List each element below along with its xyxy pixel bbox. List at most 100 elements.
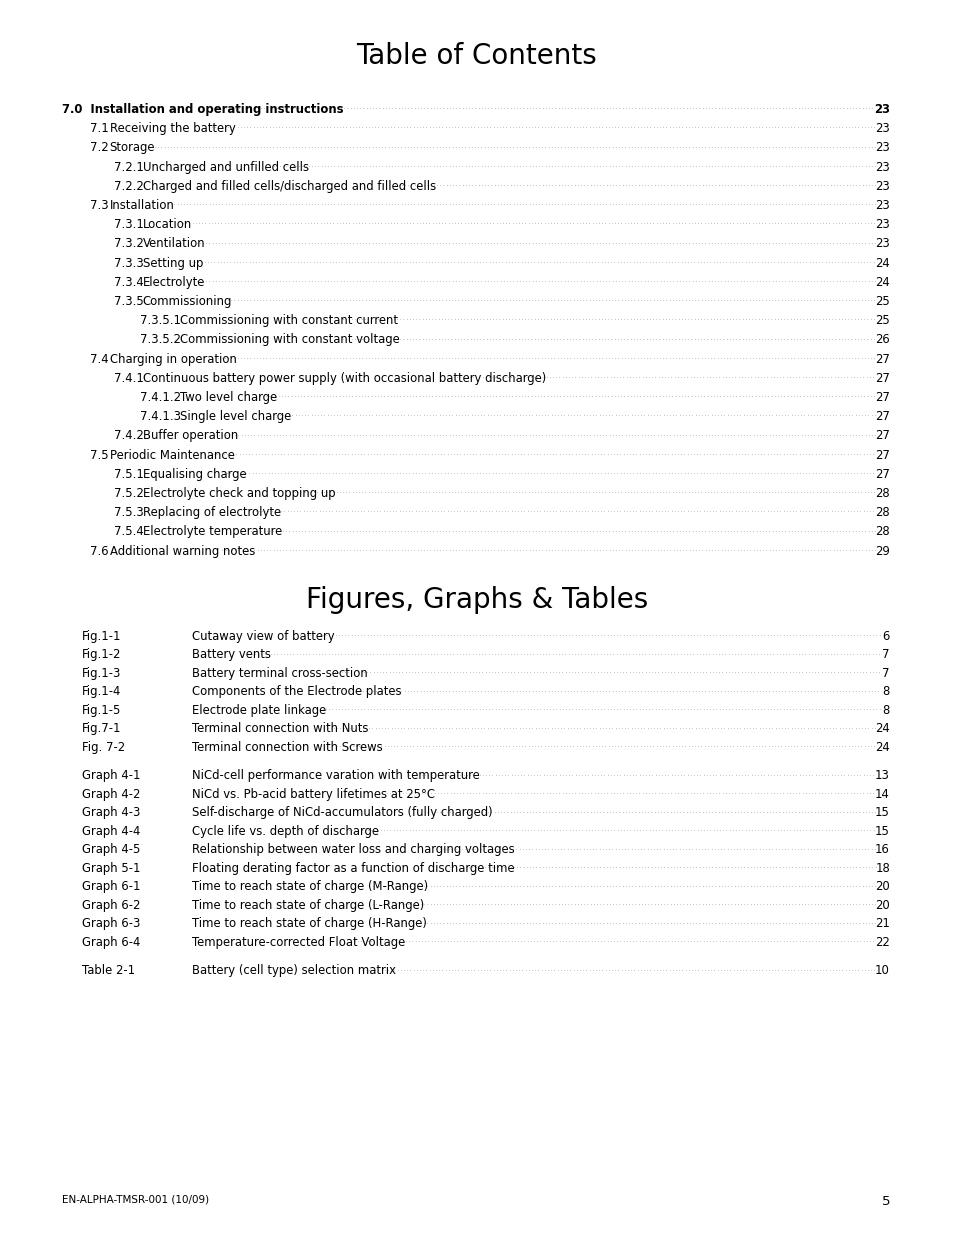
Text: 27: 27: [874, 353, 889, 366]
Text: 23: 23: [874, 122, 889, 135]
Text: Graph 6-3: Graph 6-3: [82, 918, 140, 930]
Text: Charging in operation: Charging in operation: [110, 353, 236, 366]
Text: Table of Contents: Table of Contents: [356, 42, 597, 70]
Text: 7.1: 7.1: [90, 122, 109, 135]
Text: Fig.1-1: Fig.1-1: [82, 630, 121, 642]
Text: 8: 8: [882, 704, 889, 716]
Text: Installation: Installation: [110, 199, 174, 212]
Text: Temperature-corrected Float Voltage: Temperature-corrected Float Voltage: [192, 936, 405, 948]
Text: 7.3.5.1: 7.3.5.1: [140, 314, 181, 327]
Text: 22: 22: [874, 936, 889, 948]
Text: 7.3.2: 7.3.2: [113, 237, 144, 251]
Text: 23: 23: [874, 237, 889, 251]
Text: 27: 27: [874, 372, 889, 385]
Text: 7: 7: [882, 648, 889, 661]
Text: 25: 25: [874, 314, 889, 327]
Text: 23: 23: [874, 180, 889, 193]
Text: Ventilation: Ventilation: [143, 237, 205, 251]
Text: Equalising charge: Equalising charge: [143, 468, 246, 480]
Text: 7.4: 7.4: [90, 353, 109, 366]
Text: 24: 24: [874, 741, 889, 753]
Text: Cutaway view of battery: Cutaway view of battery: [192, 630, 335, 642]
Text: 28: 28: [875, 525, 889, 538]
Text: Terminal connection with Nuts: Terminal connection with Nuts: [192, 722, 368, 735]
Text: Fig.7-1: Fig.7-1: [82, 722, 121, 735]
Text: 29: 29: [874, 545, 889, 557]
Text: 15: 15: [874, 825, 889, 837]
Text: 18: 18: [874, 862, 889, 874]
Text: 7: 7: [882, 667, 889, 679]
Text: 7.5.4: 7.5.4: [113, 525, 144, 538]
Text: 28: 28: [875, 506, 889, 519]
Text: Graph 4-3: Graph 4-3: [82, 806, 140, 819]
Text: 5: 5: [881, 1195, 889, 1208]
Text: Fig.1-3: Fig.1-3: [82, 667, 121, 679]
Text: 20: 20: [874, 899, 889, 911]
Text: Additional warning notes: Additional warning notes: [110, 545, 254, 557]
Text: Electrolyte: Electrolyte: [143, 275, 205, 289]
Text: 23: 23: [873, 103, 889, 116]
Text: Uncharged and unfilled cells: Uncharged and unfilled cells: [143, 161, 309, 174]
Text: Graph 4-5: Graph 4-5: [82, 844, 140, 856]
Text: Storage: Storage: [110, 141, 155, 154]
Text: Periodic Maintenance: Periodic Maintenance: [110, 448, 234, 462]
Text: Time to reach state of charge (L-Range): Time to reach state of charge (L-Range): [192, 899, 424, 911]
Text: 7.4.1: 7.4.1: [113, 372, 144, 385]
Text: Replacing of electrolyte: Replacing of electrolyte: [143, 506, 280, 519]
Text: 7.4.1.3: 7.4.1.3: [140, 410, 181, 424]
Text: 7.3: 7.3: [90, 199, 109, 212]
Text: Commissioning with constant current: Commissioning with constant current: [179, 314, 397, 327]
Text: 7.5: 7.5: [90, 448, 109, 462]
Text: EN-ALPHA-TMSR-001 (10/09): EN-ALPHA-TMSR-001 (10/09): [62, 1195, 209, 1205]
Text: Commissioning with constant voltage: Commissioning with constant voltage: [179, 333, 399, 346]
Text: 24: 24: [874, 275, 889, 289]
Text: 27: 27: [874, 430, 889, 442]
Text: 7.3.5: 7.3.5: [113, 295, 144, 308]
Text: Table 2-1: Table 2-1: [82, 965, 135, 977]
Text: 27: 27: [874, 448, 889, 462]
Text: 6: 6: [882, 630, 889, 642]
Text: 7.2.2: 7.2.2: [113, 180, 144, 193]
Text: 28: 28: [875, 487, 889, 500]
Text: 13: 13: [874, 769, 889, 782]
Text: Graph 6-4: Graph 6-4: [82, 936, 140, 948]
Text: 26: 26: [874, 333, 889, 346]
Text: Two level charge: Two level charge: [179, 391, 276, 404]
Text: 14: 14: [874, 788, 889, 800]
Text: Battery terminal cross-section: Battery terminal cross-section: [192, 667, 367, 679]
Text: 7.2: 7.2: [90, 141, 109, 154]
Text: Graph 6-1: Graph 6-1: [82, 881, 140, 893]
Text: Receiving the battery: Receiving the battery: [110, 122, 235, 135]
Text: 23: 23: [874, 141, 889, 154]
Text: Cycle life vs. depth of discharge: Cycle life vs. depth of discharge: [192, 825, 378, 837]
Text: Time to reach state of charge (H-Range): Time to reach state of charge (H-Range): [192, 918, 426, 930]
Text: Self-discharge of NiCd-accumulators (fully charged): Self-discharge of NiCd-accumulators (ful…: [192, 806, 492, 819]
Text: 10: 10: [874, 965, 889, 977]
Text: 7.3.5.2: 7.3.5.2: [140, 333, 181, 346]
Text: 20: 20: [874, 881, 889, 893]
Text: Electrolyte check and topping up: Electrolyte check and topping up: [143, 487, 335, 500]
Text: Buffer operation: Buffer operation: [143, 430, 237, 442]
Text: Fig.1-5: Fig.1-5: [82, 704, 121, 716]
Text: Graph 6-2: Graph 6-2: [82, 899, 140, 911]
Text: Floating derating factor as a function of discharge time: Floating derating factor as a function o…: [192, 862, 514, 874]
Text: 8: 8: [882, 685, 889, 698]
Text: Time to reach state of charge (M-Range): Time to reach state of charge (M-Range): [192, 881, 428, 893]
Text: NiCd-cell performance varation with temperature: NiCd-cell performance varation with temp…: [192, 769, 479, 782]
Text: 27: 27: [874, 410, 889, 424]
Text: Continuous battery power supply (with occasional battery discharge): Continuous battery power supply (with oc…: [143, 372, 545, 385]
Text: 23: 23: [874, 199, 889, 212]
Text: Graph 5-1: Graph 5-1: [82, 862, 140, 874]
Text: 7.5.1: 7.5.1: [113, 468, 144, 480]
Text: Figures, Graphs & Tables: Figures, Graphs & Tables: [306, 585, 647, 614]
Text: 15: 15: [874, 806, 889, 819]
Text: 23: 23: [874, 161, 889, 174]
Text: Location: Location: [143, 219, 192, 231]
Text: 25: 25: [874, 295, 889, 308]
Text: 27: 27: [874, 391, 889, 404]
Text: 27: 27: [874, 468, 889, 480]
Text: Battery vents: Battery vents: [192, 648, 271, 661]
Text: Battery (cell type) selection matrix: Battery (cell type) selection matrix: [192, 965, 395, 977]
Text: 24: 24: [874, 722, 889, 735]
Text: Graph 4-4: Graph 4-4: [82, 825, 140, 837]
